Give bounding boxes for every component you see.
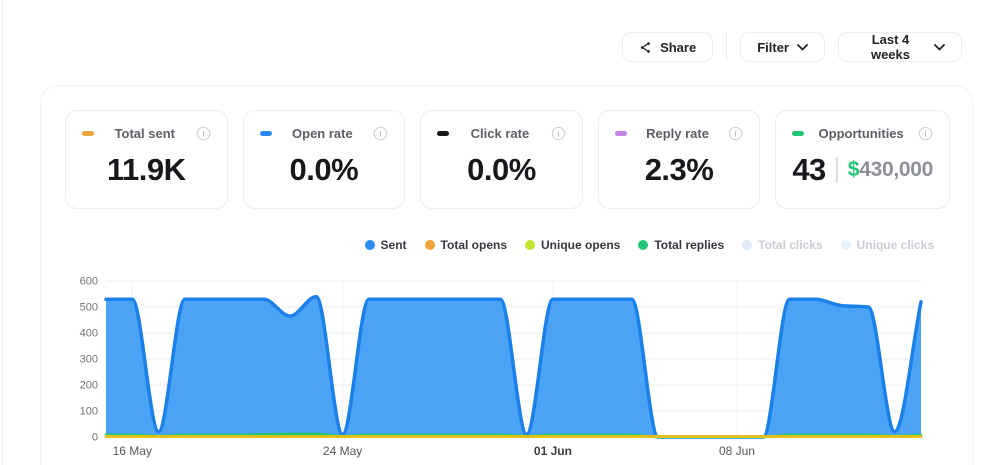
svg-text:08 Jun: 08 Jun [719,444,755,458]
svg-text:400: 400 [80,328,98,340]
svg-text:200: 200 [80,380,98,392]
page-left-border [2,0,3,465]
legend-label: Total replies [654,238,725,252]
total-sent-dot-icon [82,131,94,136]
info-icon[interactable]: i [373,126,388,141]
click-rate-dot-icon [437,131,450,136]
stat-card-total-sent[interactable]: Total sent i 11.9K [65,110,228,209]
opportunities-dot-icon [792,131,805,136]
legend-dot-icon [525,240,535,250]
legend-dot-icon [742,240,753,250]
svg-text:600: 600 [80,276,98,288]
share-icon [639,41,652,54]
stat-label: Opportunities [818,126,904,141]
stat-card-reply-rate[interactable]: Reply rate i 2.3% [597,110,761,209]
svg-text:i: i [380,130,382,139]
legend-label: Unique clicks [856,238,934,252]
stats-row: Total sent i 11.9K Open rate i 0.0% Clic… [65,110,950,209]
share-button[interactable]: Share [622,32,714,62]
svg-text:16 May: 16 May [113,444,152,458]
legend-dot-icon [840,240,851,250]
chart-legend: Sent Total opens Unique opens Total repl… [364,238,934,252]
toolbar: Share Filter Last 4 weeks [622,32,962,62]
info-icon[interactable]: i [918,126,933,141]
stat-value: 2.3% [644,151,714,187]
svg-text:i: i [735,130,737,139]
legend-dot-icon [424,240,435,250]
info-icon[interactable]: i [551,126,566,141]
stat-card-opportunities[interactable]: Opportunities i 43 $430,000 [775,110,950,209]
legend-item-total-clicks[interactable]: Total clicks [742,238,823,252]
stat-card-click-rate[interactable]: Click rate i 0.0% [420,110,583,209]
currency-symbol: $ [847,157,860,181]
legend-item-unique-clicks[interactable]: Unique clicks [840,238,934,252]
svg-text:100: 100 [80,406,98,418]
open-rate-dot-icon [259,131,272,136]
svg-text:01 Jun: 01 Jun [534,444,572,458]
stat-label: Open rate [292,126,353,141]
filter-button-label: Filter [757,39,789,55]
svg-text:500: 500 [80,302,98,314]
reply-rate-dot-icon [614,131,627,136]
stat-value: 0.0% [467,151,536,187]
opportunities-amount: $430,000 [847,157,934,182]
svg-text:i: i [924,130,926,139]
sent-over-time-chart[interactable]: 0 100 200 300 400 500 600 16 May 24 May 01 Jun 08 … [56,269,946,465]
analytics-panel: Total sent i 11.9K Open rate i 0.0% Clic… [40,85,973,465]
opportunities-count: 43 [792,151,826,187]
stat-label: Total sent [114,126,175,141]
legend-label: Total opens [440,238,507,252]
legend-label: Total clicks [758,238,823,252]
svg-text:300: 300 [80,354,98,366]
stat-label: Click rate [470,126,530,141]
chevron-down-icon [797,43,808,51]
filter-button[interactable]: Filter [740,32,825,62]
legend-dot-icon [638,240,649,250]
amount-value: 430,000 [859,157,933,181]
svg-text:0: 0 [92,432,98,444]
legend-label: Sent [380,238,407,252]
svg-text:i: i [557,130,559,139]
legend-label: Unique opens [541,238,621,252]
stat-card-open-rate[interactable]: Open rate i 0.0% [242,110,406,209]
legend-item-unique-opens[interactable]: Unique opens [525,238,620,252]
info-icon[interactable]: i [196,126,211,141]
value-divider [835,156,838,183]
date-range-value: Last 4 weeks [870,32,911,62]
share-button-label: Share [660,39,697,55]
stat-label: Reply rate [646,126,709,141]
legend-dot-icon [364,240,375,250]
svg-text:i: i [202,130,204,139]
stat-value: 11.9K [107,151,186,187]
chevron-down-icon [934,43,945,51]
legend-item-total-replies[interactable]: Total replies [638,238,724,252]
info-icon[interactable]: i [728,126,743,141]
date-range-select[interactable]: Last 4 weeks [838,32,962,62]
svg-text:24 May: 24 May [323,444,362,458]
toolbar-divider [726,33,728,61]
stat-value: 0.0% [289,151,359,187]
chart-canvas[interactable]: 0 100 200 300 400 500 600 16 May 24 May 01 Jun 08 … [56,269,946,465]
legend-item-total-opens[interactable]: Total opens [424,238,507,252]
legend-item-sent[interactable]: Sent [364,238,407,252]
